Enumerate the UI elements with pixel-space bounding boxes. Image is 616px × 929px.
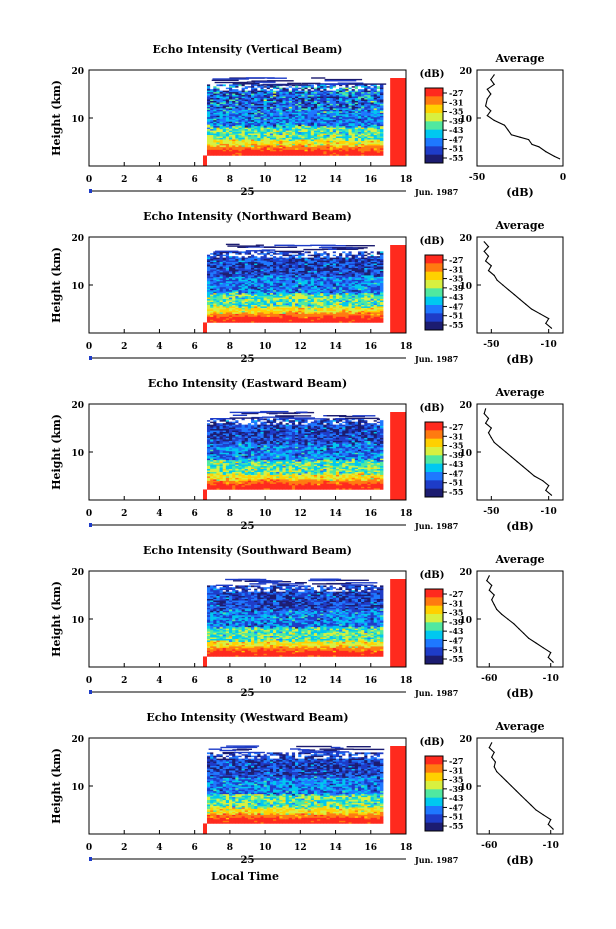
chart-title: Echo Intensity (Vertical Beam) bbox=[152, 43, 342, 56]
heatmap bbox=[203, 77, 406, 166]
heatmap-cell bbox=[203, 155, 207, 166]
heatmap-cell bbox=[390, 78, 406, 166]
figure: Echo Intensity (Vertical Beam)0 2 4 6 8 10 12 1… bbox=[0, 0, 616, 929]
chart-panel-1: Echo Intensity (Vertical Beam)0 2 4 6 8 10 12 1… bbox=[50, 43, 566, 199]
